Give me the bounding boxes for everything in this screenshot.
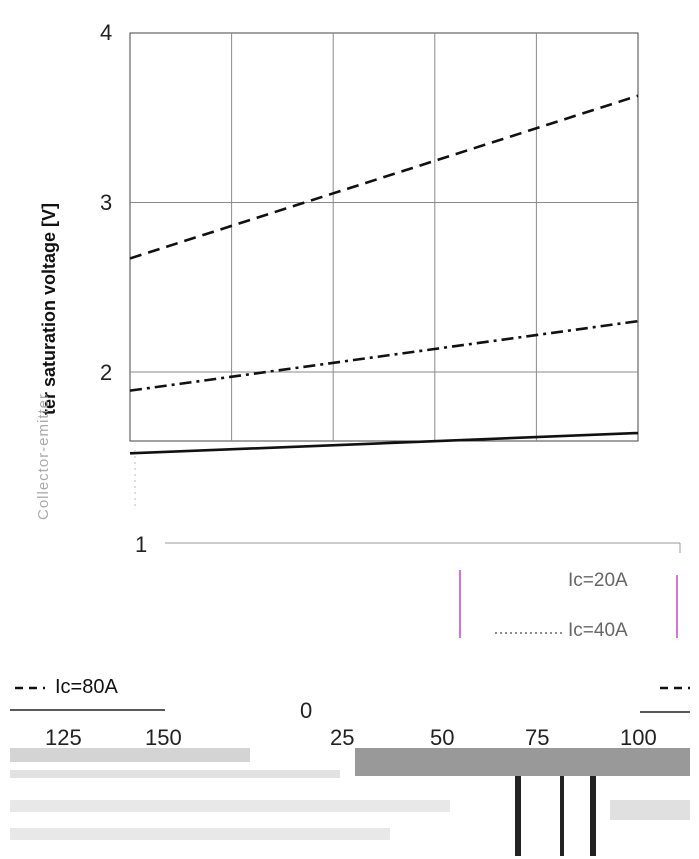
y-tick-label: 0: [300, 698, 312, 723]
x-tick-label: 75: [525, 725, 549, 750]
y-axis-label: ter saturation voltage [V]: [39, 203, 59, 415]
y-axis-label-fragment: Collector-emitter: [35, 392, 52, 520]
x-tick-label: 25: [330, 725, 354, 750]
y-tick-label: 3: [100, 190, 112, 215]
legend-entry-20A: Ic=20A: [568, 570, 628, 591]
x-tick-label: 150: [145, 725, 182, 750]
series-line-ic-40a: [129, 319, 639, 392]
rendering-artifact: [10, 770, 340, 778]
plot-frame: [129, 32, 639, 442]
series-layer: [129, 94, 639, 455]
rendering-artifact: [590, 776, 596, 856]
y-tick-label: 2: [100, 360, 112, 385]
series-line-ic-20a: [129, 431, 639, 455]
y-tick-label: 4: [100, 20, 112, 45]
rendering-artifact: [515, 776, 521, 856]
plot-area: [129, 32, 639, 455]
rendering-artifact: [610, 800, 690, 820]
rendering-artifact: [355, 748, 690, 776]
legend-entry-40A: Ic=40A: [568, 620, 628, 641]
rendering-artifact: [10, 800, 450, 812]
legend-entry-80A: Ic=80A: [55, 676, 118, 698]
series-line-ic-80a: [129, 94, 639, 260]
rendering-artifact: [10, 828, 390, 840]
x-tick-label: 125: [45, 725, 82, 750]
vertical-gridlines: [231, 33, 537, 441]
y-tick-label: 1: [135, 532, 147, 557]
rendering-artifact: [560, 776, 564, 856]
x-tick-label: 50: [430, 725, 454, 750]
rendering-artifact: [10, 748, 250, 762]
horizontal-gridlines: [130, 202, 638, 373]
x-tick-label: 100: [620, 725, 657, 750]
